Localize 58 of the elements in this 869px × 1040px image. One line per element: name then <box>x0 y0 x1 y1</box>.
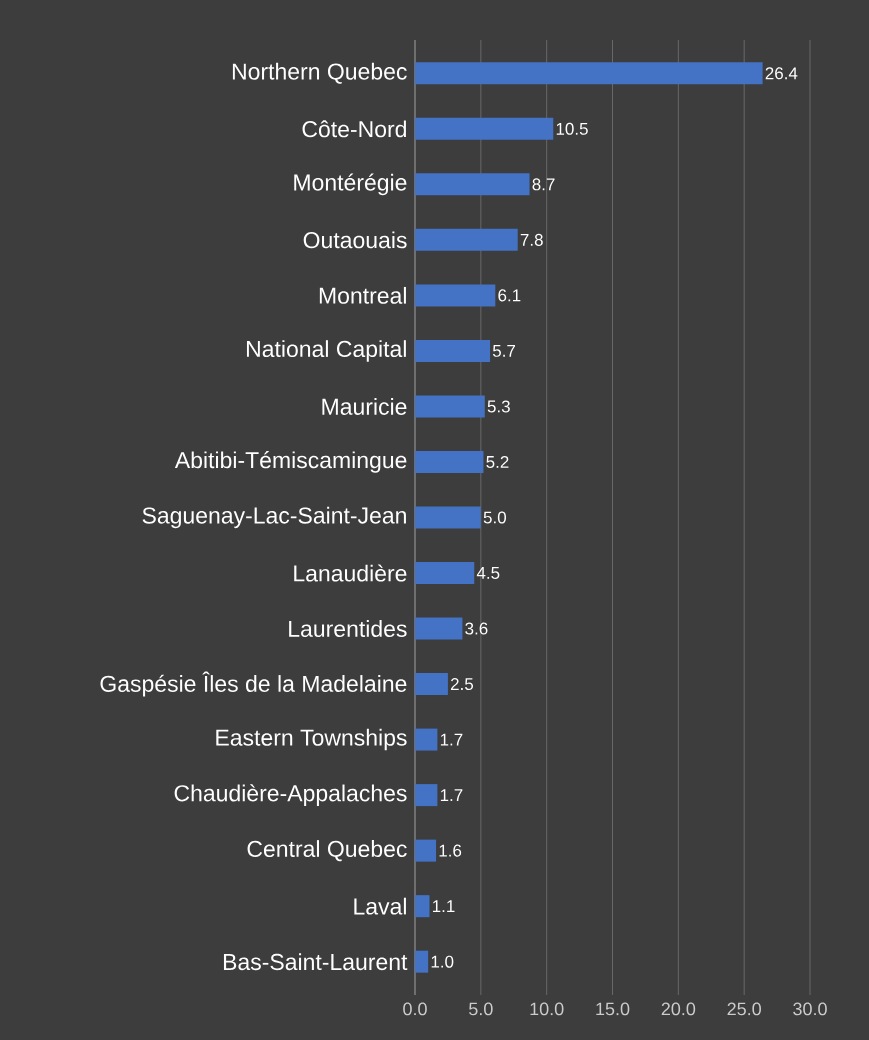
data-label: 5.7 <box>492 344 516 357</box>
bar <box>415 950 429 973</box>
bar <box>415 895 430 918</box>
y-tick-label: Saguenay-Lac-Saint-Jean <box>142 506 406 529</box>
data-label: 1.7 <box>440 789 463 801</box>
bar <box>415 784 438 807</box>
bar <box>415 173 530 196</box>
y-tick-label: Bas-Saint-Laurent <box>223 953 408 971</box>
x-tick-label: 0.0 <box>403 1002 427 1016</box>
y-tick-label: Eastern Townships <box>216 728 407 751</box>
data-label: 10.5 <box>556 122 588 135</box>
data-label: 5.3 <box>487 400 510 413</box>
y-tick-label: National Capital <box>246 340 406 362</box>
y-tick-label: Côte-Nord <box>302 120 406 138</box>
x-tick-label: 20.0 <box>661 1002 696 1016</box>
x-tick-label: 15.0 <box>596 1002 630 1016</box>
bar <box>415 395 485 418</box>
y-tick-label: Laurentides <box>289 620 407 637</box>
y-tick-label: Chaudière-Appalaches <box>174 784 407 806</box>
y-tick-label: Gaspésie Îles de la Madelaine <box>100 671 407 697</box>
bar <box>415 562 475 585</box>
bar <box>415 673 448 696</box>
y-tick-label: Montérégie <box>294 173 407 196</box>
data-label: 3.6 <box>465 622 488 635</box>
data-label: 1.7 <box>440 733 463 746</box>
bar <box>415 62 763 85</box>
bar <box>415 228 518 251</box>
x-tick-label: 10.0 <box>530 1002 564 1016</box>
x-tick-label: 30.0 <box>793 1002 827 1016</box>
data-label: 1.0 <box>431 955 454 968</box>
bar <box>415 617 463 640</box>
y-tick-label: Northern Quebec <box>232 62 407 84</box>
data-label: 7.8 <box>520 233 543 246</box>
data-label: 26.4 <box>765 67 798 80</box>
data-label: 1.1 <box>432 900 455 913</box>
data-label: 8.7 <box>532 178 555 191</box>
y-tick-label: Montreal <box>319 286 406 304</box>
y-tick-label: Lanaudière <box>294 564 407 582</box>
x-tick-label: 25.0 <box>727 1002 761 1016</box>
data-label: 5.0 <box>483 511 507 524</box>
y-tick-label: Mauricie <box>322 397 407 415</box>
data-label: 6.1 <box>498 289 521 302</box>
data-label: 5.2 <box>486 455 509 468</box>
y-tick-label: Abitibi-Témiscamingue <box>174 451 407 473</box>
y-tick-label: Central Quebec <box>247 840 407 862</box>
bar <box>415 450 484 473</box>
bar <box>415 284 496 307</box>
bar <box>415 506 481 529</box>
bar <box>415 339 491 362</box>
data-label: 1.6 <box>439 844 462 857</box>
bar <box>415 839 437 862</box>
y-tick-label: Laval <box>354 897 406 915</box>
data-label: 2.5 <box>450 678 474 691</box>
bar <box>415 728 438 751</box>
data-label: 4.5 <box>476 567 500 579</box>
bar <box>415 117 554 140</box>
x-tick-label: 5.0 <box>469 1002 493 1016</box>
y-tick-label: Outaouais <box>303 231 407 249</box>
